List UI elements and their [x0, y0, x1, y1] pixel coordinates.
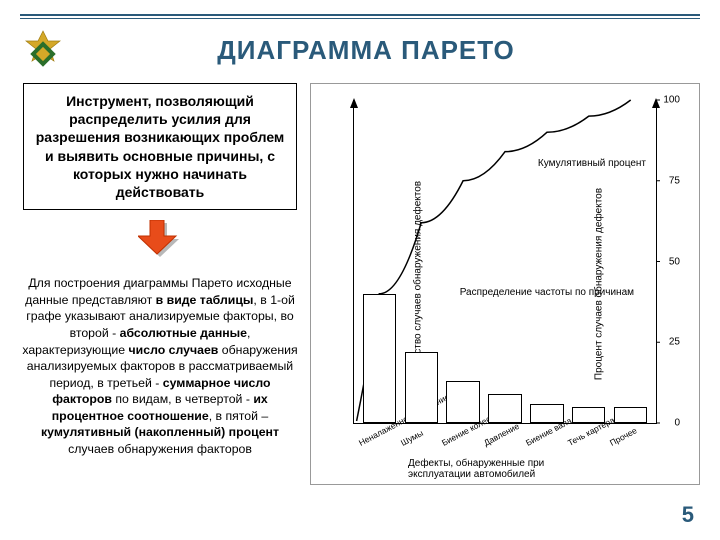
header: ДИАГРАММА ПАРЕТО — [20, 27, 700, 73]
tick-right: 0 — [674, 418, 680, 429]
definition-box: Инструмент, позволяющий распределить уси… — [23, 83, 297, 210]
bar — [488, 394, 521, 423]
left-column: Инструмент, позволяющий распределить уси… — [20, 83, 300, 485]
page-title: ДИАГРАММА ПАРЕТО — [78, 35, 654, 66]
bar — [405, 352, 438, 423]
rule-top — [20, 14, 700, 16]
description-text: Для построения диаграммы Парето исходные… — [20, 275, 300, 458]
bar — [363, 294, 396, 423]
arrow-down-icon — [138, 220, 182, 265]
tick-right: 25 — [669, 337, 680, 348]
emblem-icon — [20, 27, 66, 73]
x-label: Дефекты, обнаруженные при эксплуатации а… — [408, 458, 602, 480]
x-category: Прочее — [608, 425, 639, 448]
tick-right: 75 — [669, 175, 680, 186]
x-category: Давление — [482, 421, 521, 448]
pareto-chart: Количество случаев обнаружения дефектов … — [310, 83, 700, 485]
rule-top2 — [20, 18, 700, 19]
tick-right: 50 — [669, 256, 680, 267]
plot-area: 0255075100Неналаженное вращениеШумыБиени… — [353, 100, 657, 424]
page-number: 5 — [682, 502, 694, 528]
x-category: Шумы — [399, 428, 425, 448]
tick-right: 100 — [663, 95, 680, 106]
dist-label: Распределение частоты по причинам — [460, 287, 634, 298]
bar — [446, 381, 479, 423]
bar — [614, 407, 647, 423]
curve-label: Кумулятивный процент — [538, 158, 646, 169]
